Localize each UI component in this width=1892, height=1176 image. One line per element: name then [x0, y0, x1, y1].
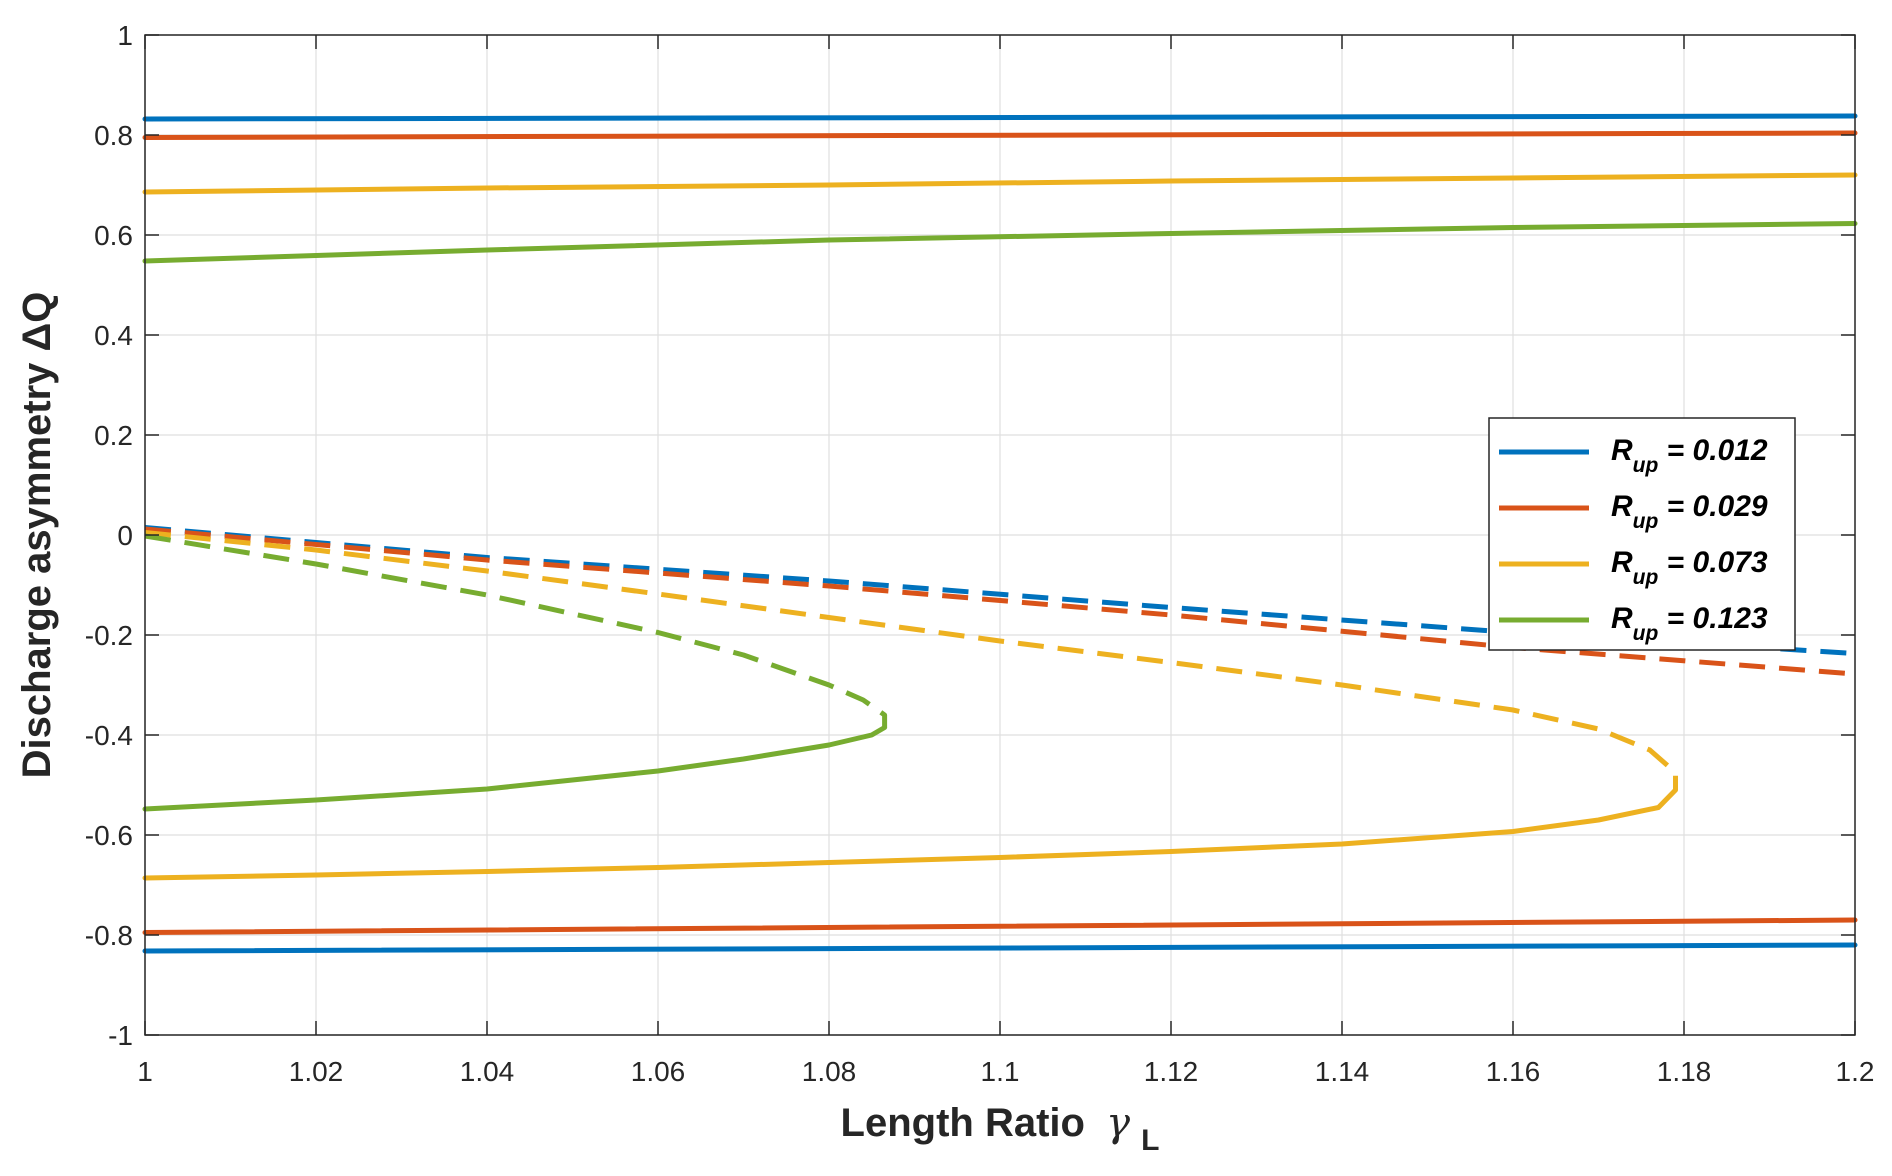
- x-tick-label: 1.04: [460, 1056, 515, 1087]
- x-tick-label: 1.08: [802, 1056, 857, 1087]
- y-tick-label: 0: [117, 520, 133, 551]
- legend-entry-value: = 0.029: [1658, 490, 1768, 523]
- series-4-upper-solid-line: [142, 221, 1858, 264]
- series-3-upper-solid-line: [142, 172, 1858, 195]
- series-3-middle-dashed-line: [144, 530, 1678, 790]
- x-tick-label: 1.02: [289, 1056, 344, 1087]
- series-4-middle-dashed-line: [144, 533, 888, 728]
- x-tick-label: 1.1: [981, 1056, 1020, 1087]
- legend-box: [1488, 417, 1796, 651]
- y-tick-label: -0.4: [85, 720, 133, 751]
- legend-entry-subscript: up: [1633, 622, 1659, 645]
- x-tick-label: 1: [137, 1056, 153, 1087]
- y-tick-label: -1: [108, 1020, 133, 1051]
- series-1-upper-solid-line: [142, 113, 1858, 122]
- y-tick-label: 1: [117, 20, 133, 51]
- legend-entry-subscript: up: [1633, 510, 1659, 533]
- legend-entry-symbol: R: [1611, 602, 1633, 635]
- legend-entry-4: Rup = 0.123: [1611, 602, 1768, 645]
- legend-entry-symbol: R: [1611, 434, 1633, 467]
- y-axis-label: Discharge asymmetry ΔQ: [15, 292, 59, 779]
- legend-entry-2: Rup = 0.029: [1611, 490, 1768, 533]
- legend-entry-subscript: up: [1633, 566, 1659, 589]
- legend-entry-value: = 0.073: [1658, 546, 1768, 579]
- ticks: [144, 34, 1856, 1036]
- legend-entry-value: = 0.012: [1658, 434, 1768, 467]
- y-tick-label: 0.6: [94, 220, 133, 251]
- x-axis-label: Length Ratio γ L: [841, 1100, 1160, 1157]
- legend-entry-symbol: R: [1611, 490, 1633, 523]
- series-2-lower-solid-line: [142, 917, 1858, 935]
- legend-entry-value: = 0.123: [1658, 602, 1768, 635]
- x-axis-symbol-sub: L: [1141, 1124, 1159, 1157]
- x-axis-symbol: γ: [1106, 1100, 1130, 1146]
- series-3-lower-solid-line: [142, 787, 1678, 881]
- series-2-upper-solid-line: [142, 130, 1858, 140]
- y-tick-label: -0.6: [85, 820, 133, 851]
- series-1-lower-solid-line: [142, 942, 1858, 954]
- x-tick-label: 1.18: [1657, 1056, 1712, 1087]
- legend-entry-1: Rup = 0.012: [1611, 434, 1768, 477]
- x-axis-label-text: Length Ratio: [841, 1101, 1085, 1145]
- series-2-middle-dashed-line: [144, 526, 1856, 677]
- y-tick-label: 0.2: [94, 420, 133, 451]
- y-tick-label: -0.2: [85, 620, 133, 651]
- series-4-lower-solid-line: [142, 725, 888, 812]
- y-tick-label: 0.4: [94, 320, 133, 351]
- x-tick-label: 1.06: [631, 1056, 686, 1087]
- y-tick-label: -0.8: [85, 920, 133, 951]
- legend-entry-symbol: R: [1611, 546, 1633, 579]
- x-tick-label: 1.2: [1836, 1056, 1875, 1087]
- x-tick-label: 1.14: [1315, 1056, 1370, 1087]
- x-tick-label: 1.12: [1144, 1056, 1199, 1087]
- legend-entry-3: Rup = 0.073: [1611, 546, 1768, 589]
- x-tick-label: 1.16: [1486, 1056, 1541, 1087]
- legend-entry-subscript: up: [1633, 454, 1659, 477]
- series-lines: [142, 113, 1858, 954]
- y-tick-label: 0.8: [94, 120, 133, 151]
- tick-labels: 1 1.02 1.04 1.06 1.08 1.1 1.12 1.14 1.16 1.18 1.2 -…: [85, 20, 1875, 1087]
